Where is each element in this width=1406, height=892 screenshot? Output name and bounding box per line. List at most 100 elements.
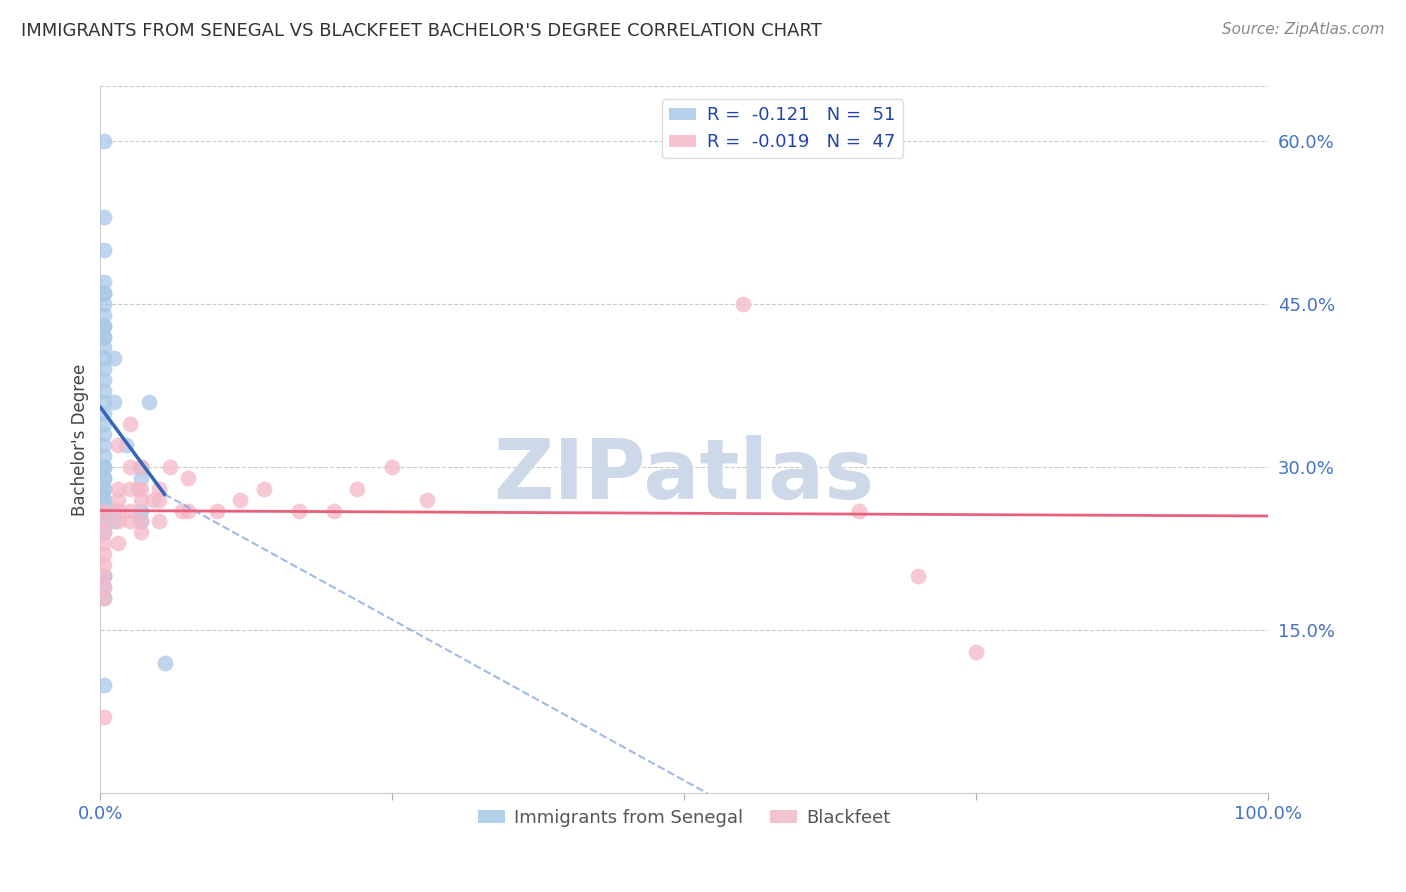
Point: [93, 591, 115, 605]
Point: [148, 492, 170, 507]
Point: [115, 438, 138, 452]
Point: [205, 503, 228, 517]
Point: [107, 515, 129, 529]
Text: IMMIGRANTS FROM SENEGAL VS BLACKFEET BACHELOR'S DEGREE CORRELATION CHART: IMMIGRANTS FROM SENEGAL VS BLACKFEET BAC…: [21, 22, 823, 40]
Point: [172, 503, 194, 517]
Point: [93, 558, 115, 572]
Point: [93, 394, 115, 409]
Point: [93, 308, 115, 322]
Point: [93, 460, 115, 475]
Point: [965, 645, 987, 659]
Point: [177, 471, 200, 485]
Point: [148, 515, 170, 529]
Point: [93, 406, 115, 420]
Point: [93, 417, 115, 431]
Point: [103, 351, 125, 366]
Point: [93, 547, 115, 561]
Point: [129, 515, 152, 529]
Point: [127, 482, 149, 496]
Point: [93, 329, 115, 343]
Point: [159, 460, 181, 475]
Point: [93, 525, 115, 540]
Text: Source: ZipAtlas.com: Source: ZipAtlas.com: [1222, 22, 1385, 37]
Point: [93, 318, 115, 333]
Point: [129, 460, 152, 475]
Point: [107, 438, 129, 452]
Point: [129, 503, 152, 517]
Point: [848, 503, 870, 517]
Point: [381, 460, 404, 475]
Y-axis label: Bachelor's Degree: Bachelor's Degree: [72, 364, 89, 516]
Point: [93, 569, 115, 583]
Point: [142, 492, 165, 507]
Point: [93, 569, 115, 583]
Point: [93, 285, 115, 300]
Point: [93, 482, 115, 496]
Point: [103, 503, 125, 517]
Point: [322, 503, 344, 517]
Point: [93, 449, 115, 463]
Point: [177, 503, 200, 517]
Point: [93, 340, 115, 354]
Point: [93, 362, 115, 376]
Point: [288, 503, 311, 517]
Point: [93, 427, 115, 442]
Point: [93, 482, 115, 496]
Point: [93, 569, 115, 583]
Point: [93, 503, 115, 517]
Point: [93, 525, 115, 540]
Point: [93, 471, 115, 485]
Point: [93, 275, 115, 289]
Point: [229, 492, 252, 507]
Point: [103, 515, 125, 529]
Point: [118, 417, 141, 431]
Point: [93, 515, 115, 529]
Legend: Immigrants from Senegal, Blackfeet: Immigrants from Senegal, Blackfeet: [471, 801, 897, 834]
Point: [93, 384, 115, 398]
Point: [93, 503, 115, 517]
Point: [731, 297, 754, 311]
Point: [118, 482, 141, 496]
Point: [129, 482, 152, 496]
Point: [103, 394, 125, 409]
Point: [93, 503, 115, 517]
Point: [93, 536, 115, 550]
Point: [148, 482, 170, 496]
Point: [93, 373, 115, 387]
Point: [129, 471, 152, 485]
Point: [129, 492, 152, 507]
Point: [129, 515, 152, 529]
Point: [253, 482, 276, 496]
Point: [93, 460, 115, 475]
Point: [416, 492, 439, 507]
Point: [907, 569, 929, 583]
Point: [118, 503, 141, 517]
Point: [93, 710, 115, 724]
Point: [138, 394, 160, 409]
Point: [129, 460, 152, 475]
Point: [93, 677, 115, 691]
Point: [93, 515, 115, 529]
Point: [93, 285, 115, 300]
Point: [118, 515, 141, 529]
Point: [93, 318, 115, 333]
Point: [107, 492, 129, 507]
Point: [93, 591, 115, 605]
Point: [107, 482, 129, 496]
Point: [93, 492, 115, 507]
Point: [93, 134, 115, 148]
Point: [118, 460, 141, 475]
Point: [93, 243, 115, 257]
Point: [93, 471, 115, 485]
Point: [93, 580, 115, 594]
Point: [93, 329, 115, 343]
Point: [346, 482, 368, 496]
Text: ZIPatlas: ZIPatlas: [494, 434, 875, 516]
Point: [153, 656, 176, 670]
Point: [107, 536, 129, 550]
Point: [93, 351, 115, 366]
Point: [93, 210, 115, 224]
Point: [93, 438, 115, 452]
Point: [93, 297, 115, 311]
Point: [93, 492, 115, 507]
